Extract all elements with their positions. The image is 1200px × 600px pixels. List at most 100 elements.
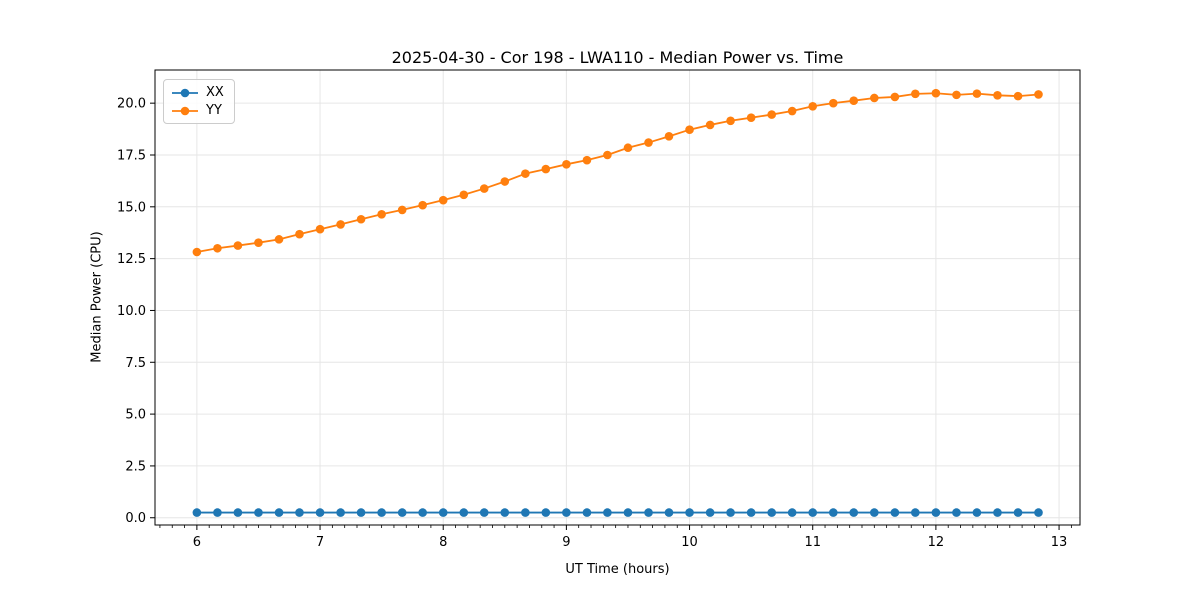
- chart-title: 2025-04-30 - Cor 198 - LWA110 - Median P…: [391, 48, 844, 67]
- y-tick-label: 17.5: [117, 148, 146, 163]
- series-yy-marker: [459, 190, 469, 200]
- series-xx-marker: [623, 508, 633, 517]
- series-yy-marker: [438, 195, 448, 205]
- series-xx-marker: [356, 508, 366, 517]
- legend-item-yy: YY: [171, 103, 224, 118]
- series-yy-marker: [808, 101, 818, 111]
- series-yy-marker: [952, 90, 961, 100]
- series-xx-marker: [746, 508, 756, 517]
- y-tick-label: 2.5: [125, 459, 146, 474]
- series-yy-marker: [192, 247, 202, 257]
- series-yy-marker: [787, 106, 797, 116]
- x-tick-label: 6: [193, 535, 201, 550]
- series-yy-marker: [1034, 90, 1043, 99]
- series-yy-marker: [500, 177, 510, 186]
- series-yy-marker: [911, 89, 920, 99]
- series-xx-marker: [192, 508, 202, 517]
- series-xx-marker: [685, 508, 694, 517]
- series-xx-marker: [213, 508, 222, 517]
- series-yy-marker: [562, 160, 571, 169]
- series-xx-marker: [705, 508, 715, 517]
- x-tick-label: 11: [804, 535, 821, 550]
- series-xx-marker: [726, 508, 735, 517]
- series-yy-marker: [931, 88, 941, 98]
- x-tick-label: 10: [681, 535, 698, 550]
- series-yy-marker: [254, 238, 263, 247]
- series-yy-marker: [213, 243, 222, 253]
- x-tick-label: 13: [1051, 535, 1068, 550]
- series-xx-marker: [315, 508, 325, 517]
- series-yy-marker: [644, 138, 653, 147]
- series-yy-marker: [623, 143, 633, 153]
- y-tick-label: 10.0: [117, 304, 146, 319]
- series-xx-marker: [911, 508, 920, 517]
- series-xx-marker: [521, 508, 530, 517]
- series-yy-marker: [295, 229, 304, 239]
- series-xx-marker: [438, 508, 448, 517]
- series-yy-marker: [377, 209, 386, 219]
- x-tick-label: 12: [928, 535, 945, 550]
- series-xx-marker: [479, 508, 489, 517]
- series-yy-marker: [336, 220, 345, 229]
- series-xx-marker: [397, 508, 407, 517]
- x-axis-label: UT Time (hours): [565, 562, 670, 577]
- legend-marker-icon: [172, 88, 198, 97]
- series-yy-marker: [315, 224, 325, 234]
- series-xx-marker: [972, 508, 982, 517]
- series-xx-marker: [418, 508, 427, 517]
- series-xx-marker: [1034, 508, 1043, 517]
- y-axis-label: Median Power (CPU): [89, 231, 105, 363]
- series-xx-marker: [787, 508, 797, 517]
- series-yy-marker: [993, 90, 1002, 100]
- series-xx-marker: [562, 508, 571, 517]
- series-xx-marker: [890, 508, 900, 517]
- x-tick-label: 8: [439, 535, 447, 550]
- series-yy-marker: [541, 164, 551, 174]
- series-xx-marker: [582, 508, 592, 517]
- series-yy-marker: [746, 113, 756, 122]
- series-xx-marker: [500, 508, 510, 517]
- series-yy-marker: [849, 96, 859, 105]
- series-xx-marker: [233, 508, 243, 517]
- y-tick-label: 20.0: [117, 97, 146, 112]
- series-xx-marker: [952, 508, 961, 517]
- legend: XX YY: [163, 79, 235, 124]
- series-xx-marker: [336, 508, 345, 517]
- series-yy-marker: [705, 120, 715, 130]
- series-yy-marker: [685, 125, 694, 134]
- series-yy-marker: [767, 110, 777, 119]
- series-xx-marker: [644, 508, 653, 517]
- series-yy-marker: [664, 132, 674, 141]
- series-xx-marker: [664, 508, 674, 517]
- series-xx-marker: [377, 508, 386, 517]
- x-tick-label: 7: [316, 535, 324, 550]
- series-yy-marker: [418, 200, 427, 210]
- series-yy-marker: [233, 241, 243, 250]
- series-yy-marker: [870, 93, 879, 103]
- plot-border: [154, 69, 1081, 526]
- series-yy-marker: [274, 235, 284, 244]
- series-yy-marker: [603, 150, 612, 160]
- series-yy-marker: [356, 214, 366, 224]
- series-xx-marker: [603, 508, 612, 517]
- series-xx-marker: [767, 508, 777, 517]
- series-yy-marker: [726, 116, 735, 126]
- y-tick-label: 15.0: [117, 200, 146, 215]
- y-tick-label: 7.5: [125, 356, 146, 371]
- series-yy-marker: [521, 169, 530, 178]
- series-xx-marker: [931, 508, 941, 517]
- series-xx-marker: [808, 508, 818, 517]
- series-xx-marker: [993, 508, 1002, 517]
- legend-item-xx: XX: [171, 85, 224, 100]
- series-xx-marker: [274, 508, 284, 517]
- series-yy-marker: [582, 155, 592, 165]
- y-tick-label: 0.0: [125, 511, 146, 526]
- series-xx-marker: [1013, 508, 1023, 517]
- series-xx-marker: [295, 508, 304, 517]
- series-yy-marker: [1013, 91, 1023, 101]
- series-xx-marker: [828, 508, 838, 517]
- series-yy-marker: [828, 98, 838, 108]
- legend-marker-icon: [172, 106, 198, 115]
